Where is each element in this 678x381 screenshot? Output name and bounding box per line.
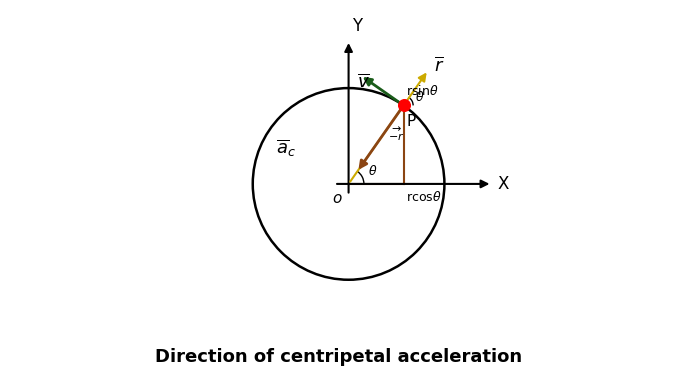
Text: X: X xyxy=(497,175,508,193)
Text: o: o xyxy=(332,190,342,206)
Text: rcos$\theta$: rcos$\theta$ xyxy=(406,190,442,204)
Text: Y: Y xyxy=(353,18,363,35)
Text: $\overline{v}$: $\overline{v}$ xyxy=(357,74,370,91)
Text: $\theta$: $\theta$ xyxy=(367,164,377,178)
Text: Direction of centripetal acceleration: Direction of centripetal acceleration xyxy=(155,348,523,366)
Text: P: P xyxy=(406,114,416,129)
Text: $\overrightarrow{-r}$: $\overrightarrow{-r}$ xyxy=(388,125,404,142)
Text: $\theta$: $\theta$ xyxy=(415,90,424,104)
Text: $\overline{a}_c$: $\overline{a}_c$ xyxy=(276,138,296,159)
Text: $\overline{r}$: $\overline{r}$ xyxy=(434,57,444,76)
Text: rsin$\theta$: rsin$\theta$ xyxy=(406,84,439,98)
Point xyxy=(398,102,409,109)
